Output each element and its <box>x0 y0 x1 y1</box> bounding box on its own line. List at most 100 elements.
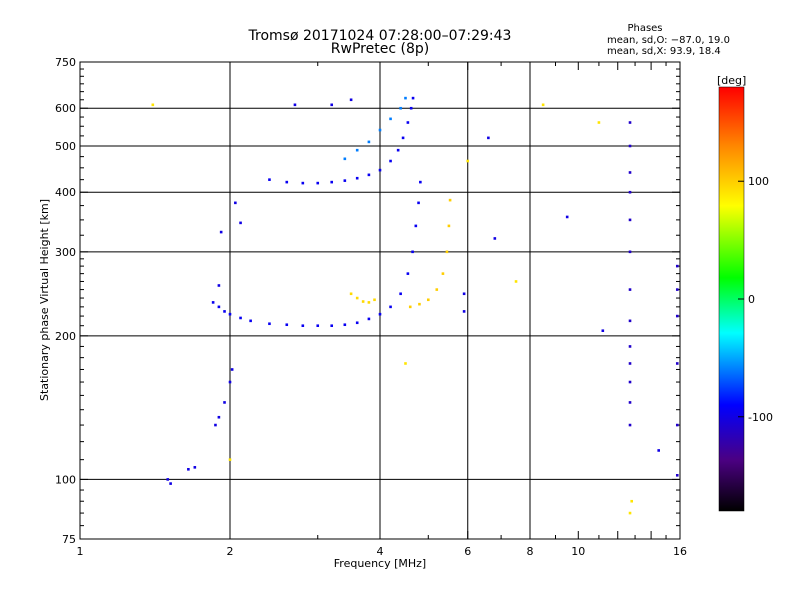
data-point <box>445 250 449 254</box>
x-tick-labels: 1 2 4 6 8 10 16 <box>77 545 688 558</box>
data-point <box>628 218 632 222</box>
x-axis-label: Frequency [MHz] <box>334 557 426 570</box>
data-point <box>675 264 679 268</box>
data-point <box>285 180 289 184</box>
data-point <box>628 319 632 323</box>
data-point <box>514 280 518 283</box>
data-point <box>378 128 382 132</box>
data-point <box>355 296 359 300</box>
colorbar-ticks: 100 0 -100 <box>738 175 773 424</box>
data-point <box>239 221 242 225</box>
data-point <box>406 272 410 275</box>
data-point <box>239 316 242 320</box>
data-point <box>628 423 632 427</box>
data-point <box>301 324 305 328</box>
data-point <box>316 324 320 328</box>
data-point <box>378 168 382 172</box>
x-tick-label: 6 <box>464 545 471 558</box>
data-point <box>408 305 412 309</box>
data-point <box>628 345 632 348</box>
phases-stats-x: mean, sd,X: 93.9, 18.4 <box>607 46 721 57</box>
data-point <box>217 305 221 309</box>
colorbar-tick-label: -100 <box>748 411 773 424</box>
data-point <box>230 368 234 371</box>
x-tick-label: 8 <box>527 545 534 558</box>
data-point <box>628 380 632 384</box>
y-tick-label: 750 <box>55 56 76 69</box>
data-point <box>223 401 226 404</box>
x-tick-label: 4 <box>377 545 384 558</box>
data-point <box>628 401 632 404</box>
data-point <box>417 201 420 205</box>
colorbar-tick-label: 0 <box>748 293 755 306</box>
data-point <box>355 321 359 325</box>
grid-lines <box>80 62 680 539</box>
data-point <box>628 144 632 148</box>
data-point <box>293 103 297 107</box>
data-point <box>193 466 197 469</box>
data-point <box>343 179 347 182</box>
data-point <box>628 511 632 515</box>
data-points <box>151 96 679 515</box>
x-tick-label: 10 <box>571 545 585 558</box>
data-point <box>268 322 271 326</box>
data-point <box>675 423 679 427</box>
data-point <box>389 305 392 309</box>
data-point <box>378 312 382 316</box>
data-point <box>399 292 402 296</box>
data-point <box>355 176 359 180</box>
data-point <box>367 140 371 144</box>
data-point <box>409 106 413 110</box>
data-point <box>249 319 252 323</box>
y-tick-label: 400 <box>55 186 76 199</box>
data-point <box>675 362 679 365</box>
data-point <box>228 312 232 316</box>
data-point <box>187 467 190 471</box>
x-tick-label: 2 <box>227 545 234 558</box>
data-point <box>630 499 634 503</box>
data-point <box>343 157 347 161</box>
data-point <box>285 323 289 327</box>
data-point <box>349 292 353 296</box>
data-point <box>462 310 466 313</box>
y-axis-label: Stationary phase Virtual Height [km] <box>38 199 51 401</box>
data-point <box>411 96 415 100</box>
data-point <box>217 284 221 287</box>
data-point <box>389 117 392 121</box>
data-point <box>675 474 679 477</box>
data-point <box>404 362 407 365</box>
data-point <box>565 215 569 219</box>
data-point <box>330 103 334 107</box>
data-point <box>214 423 217 427</box>
data-point <box>228 458 232 461</box>
data-point <box>628 121 632 124</box>
data-point <box>219 230 223 234</box>
data-point <box>330 180 334 184</box>
data-point <box>396 148 400 152</box>
data-point <box>268 178 271 181</box>
data-point <box>448 198 452 202</box>
data-point <box>367 301 371 304</box>
data-point <box>411 250 414 254</box>
data-point <box>462 292 466 296</box>
data-point <box>301 181 305 185</box>
data-point <box>361 300 365 303</box>
y-tick-label: 300 <box>55 246 76 259</box>
data-point <box>628 171 632 174</box>
data-point <box>657 449 660 452</box>
data-point <box>426 298 430 302</box>
data-point <box>389 159 392 163</box>
data-point <box>466 159 470 163</box>
data-point <box>211 301 215 304</box>
data-point <box>675 288 679 291</box>
data-point <box>404 96 407 100</box>
data-point <box>628 190 632 194</box>
data-point <box>447 224 451 228</box>
y-tick-label: 75 <box>62 533 76 546</box>
chart-title-line2: RwPretec (8p) <box>331 41 429 57</box>
y-tick-label: 200 <box>55 330 76 343</box>
data-point <box>597 121 601 124</box>
data-point <box>628 250 632 254</box>
data-point <box>541 103 545 107</box>
